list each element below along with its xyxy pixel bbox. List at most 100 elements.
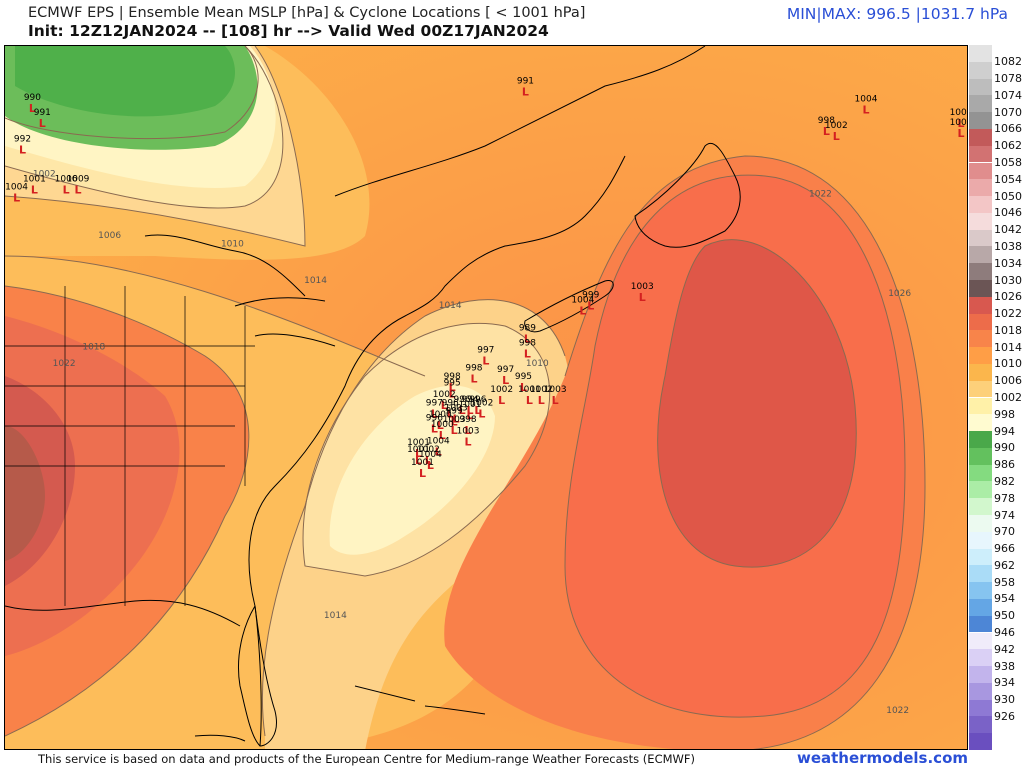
cyclone-pressure-label: 997 (477, 345, 494, 355)
legend-swatch (969, 313, 1024, 331)
legend-label: 986 (994, 458, 1015, 472)
init-valid-line: Init: 12Z12JAN2024 -- [108] hr --> Valid… (28, 22, 549, 40)
band-warm-west-1034 (5, 426, 45, 561)
cyclone-pressure-label: 1001 (23, 174, 46, 184)
cyclone-pressure-label: 998 (465, 364, 482, 374)
legend-swatch (969, 515, 1024, 532)
band-warm-west-1026 (5, 316, 180, 656)
legend-label: 1074 (994, 88, 1022, 102)
legend-label: 1070 (994, 105, 1022, 119)
legend-label: 978 (994, 491, 1015, 505)
low-L-icon: L (465, 424, 472, 437)
isobar-label: 1014 (304, 276, 327, 286)
nova-scotia (524, 279, 614, 333)
legend-label: 1018 (994, 323, 1022, 337)
isobar-1002 (5, 46, 259, 140)
legend-swatch (969, 280, 1024, 297)
min-max-readout: MIN|MAX: 996.5 |1031.7 hPa (786, 5, 1008, 23)
low-L-icon: L (425, 454, 432, 467)
legend-label: 1054 (994, 172, 1022, 186)
low-L-icon: L (31, 183, 38, 196)
legend-swatch (969, 431, 1024, 448)
us-east-coast (248, 155, 626, 747)
legend-label: 990 (994, 441, 1015, 455)
legend-label: 954 (994, 592, 1015, 606)
low-L-icon: L (13, 192, 20, 205)
legend-label: 1062 (994, 139, 1022, 153)
low-L-icon: L (552, 394, 559, 407)
low-L-icon: L (29, 102, 36, 115)
newfoundland (634, 143, 741, 248)
cyclone-pressure-label: 1001 (411, 458, 434, 468)
low-L-icon: L (451, 416, 458, 429)
cyclone-pressure-label: 995 (444, 378, 461, 388)
legend-label: 1042 (994, 223, 1022, 237)
legend-swatch (969, 380, 1024, 398)
cyclone-pressure-label: 998 (444, 372, 461, 382)
legend-label: 946 (994, 626, 1015, 639)
legend-label: 934 (994, 676, 1015, 690)
low-L-icon: L (524, 333, 531, 346)
low-L-icon: L (465, 436, 472, 449)
legend-label: 1026 (994, 290, 1022, 304)
legend-label: 966 (994, 542, 1015, 556)
legend-swatch (969, 363, 1024, 381)
low-990-core (15, 46, 235, 117)
legend-swatch (969, 531, 1024, 549)
legend-label: 970 (994, 525, 1015, 539)
isobar-1010 (5, 46, 306, 247)
low-L-icon: L (427, 459, 434, 472)
cyclone-pressure-label: 999 (446, 407, 463, 417)
legend-label: 1082 (994, 55, 1022, 69)
legend-label: 942 (994, 642, 1015, 656)
low-L-icon: L (522, 85, 529, 98)
low-L-icon: L (63, 183, 70, 196)
isobar-1014 (5, 255, 426, 377)
legend-swatch (969, 716, 1024, 734)
legend-label: 982 (994, 474, 1015, 488)
map-panel[interactable]: 1002 1006 1010 1014 1014 1018 1022 1010 1014 1022… (4, 45, 968, 750)
low-L-icon: L (474, 404, 481, 417)
cyclone-pressure-label: 1002 (530, 385, 553, 395)
cyclone-pressure-label: 1003 (457, 427, 480, 437)
cyclone-pressure-label: 997 (426, 398, 443, 408)
low-L-icon: L (833, 130, 840, 143)
cyclone-pressure-label: 1003 (445, 403, 468, 413)
legend-swatch (969, 699, 1024, 717)
low-L-icon: L (447, 407, 454, 420)
legend-swatch (969, 464, 1024, 482)
ecmwf-credit: This service is based on data and produc… (38, 752, 695, 766)
legend-swatch (969, 246, 1024, 264)
legend-label: 1014 (994, 340, 1022, 354)
cyclone-pressure-label: 1004 (5, 183, 28, 193)
low-L-icon: L (482, 354, 489, 367)
pressure-fill-bands (5, 46, 925, 749)
low-L-icon: L (459, 404, 466, 417)
legend-swatch (969, 548, 1024, 566)
legend-swatch (969, 498, 1024, 515)
low-L-icon: L (439, 429, 446, 442)
legend-label: 1058 (994, 156, 1022, 169)
low-L-icon: L (862, 104, 869, 117)
cyclone-pressure-label: 1004 (571, 295, 594, 305)
chart-title: ECMWF EPS | Ensemble Mean MSLP [hPa] & C… (28, 5, 586, 21)
cyclone-pressure-label: 1003 (950, 108, 968, 118)
